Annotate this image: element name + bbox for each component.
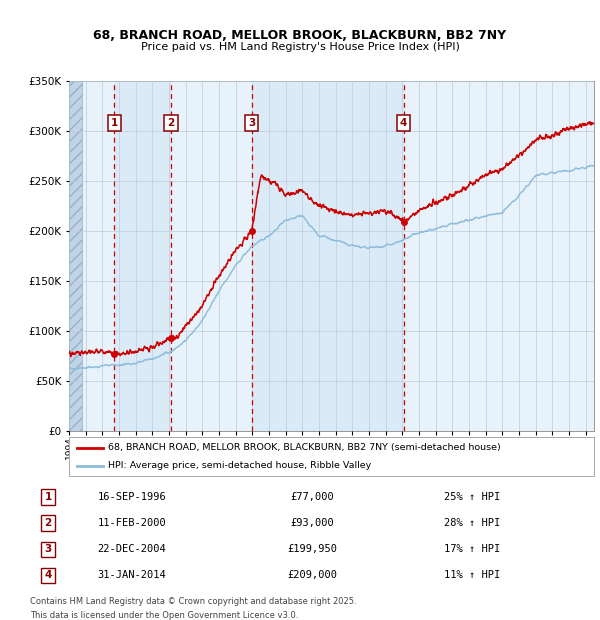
Text: 17% ↑ HPI: 17% ↑ HPI bbox=[444, 544, 500, 554]
Text: 3: 3 bbox=[44, 544, 52, 554]
Text: 25% ↑ HPI: 25% ↑ HPI bbox=[444, 492, 500, 502]
Text: Contains HM Land Registry data © Crown copyright and database right 2025.: Contains HM Land Registry data © Crown c… bbox=[30, 597, 356, 606]
Text: £77,000: £77,000 bbox=[290, 492, 334, 502]
Text: £199,950: £199,950 bbox=[287, 544, 337, 554]
Text: 16-SEP-1996: 16-SEP-1996 bbox=[98, 492, 166, 502]
Bar bbox=[69, 81, 82, 431]
Text: 68, BRANCH ROAD, MELLOR BROOK, BLACKBURN, BB2 7NY (semi-detached house): 68, BRANCH ROAD, MELLOR BROOK, BLACKBURN… bbox=[109, 443, 501, 453]
Text: 28% ↑ HPI: 28% ↑ HPI bbox=[444, 518, 500, 528]
Text: 68, BRANCH ROAD, MELLOR BROOK, BLACKBURN, BB2 7NY: 68, BRANCH ROAD, MELLOR BROOK, BLACKBURN… bbox=[94, 30, 506, 42]
Text: 2: 2 bbox=[44, 518, 52, 528]
Text: 11% ↑ HPI: 11% ↑ HPI bbox=[444, 570, 500, 580]
Text: 2: 2 bbox=[167, 118, 175, 128]
Text: £209,000: £209,000 bbox=[287, 570, 337, 580]
Text: 11-FEB-2000: 11-FEB-2000 bbox=[98, 518, 166, 528]
Text: This data is licensed under the Open Government Licence v3.0.: This data is licensed under the Open Gov… bbox=[30, 611, 298, 619]
Text: 22-DEC-2004: 22-DEC-2004 bbox=[98, 544, 166, 554]
Bar bbox=[114, 81, 171, 431]
Text: HPI: Average price, semi-detached house, Ribble Valley: HPI: Average price, semi-detached house,… bbox=[109, 461, 371, 471]
Text: 4: 4 bbox=[400, 118, 407, 128]
Text: 1: 1 bbox=[110, 118, 118, 128]
Bar bbox=[252, 81, 404, 431]
Text: 31-JAN-2014: 31-JAN-2014 bbox=[98, 570, 166, 580]
Text: Price paid vs. HM Land Registry's House Price Index (HPI): Price paid vs. HM Land Registry's House … bbox=[140, 42, 460, 52]
Text: 3: 3 bbox=[248, 118, 256, 128]
Text: 1: 1 bbox=[44, 492, 52, 502]
Text: £93,000: £93,000 bbox=[290, 518, 334, 528]
Text: 4: 4 bbox=[44, 570, 52, 580]
